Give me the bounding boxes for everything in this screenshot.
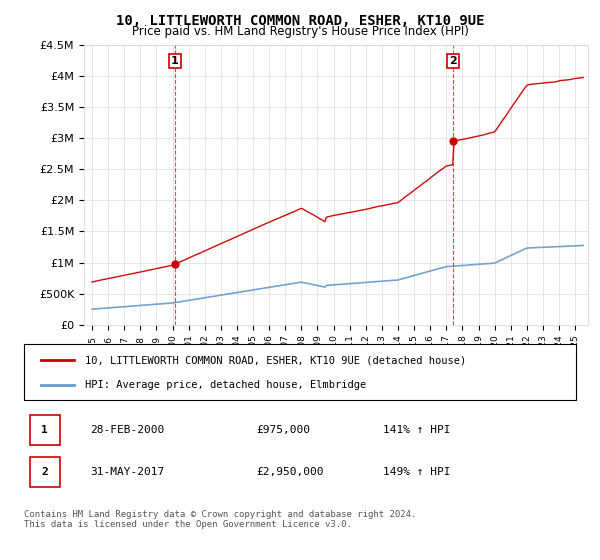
Text: £2,950,000: £2,950,000 — [256, 467, 323, 477]
FancyBboxPatch shape — [29, 414, 60, 445]
FancyBboxPatch shape — [24, 344, 576, 400]
Text: 1: 1 — [41, 425, 48, 435]
Text: 10, LITTLEWORTH COMMON ROAD, ESHER, KT10 9UE: 10, LITTLEWORTH COMMON ROAD, ESHER, KT10… — [116, 14, 484, 28]
Text: Price paid vs. HM Land Registry's House Price Index (HPI): Price paid vs. HM Land Registry's House … — [131, 25, 469, 38]
Text: 10, LITTLEWORTH COMMON ROAD, ESHER, KT10 9UE (detached house): 10, LITTLEWORTH COMMON ROAD, ESHER, KT10… — [85, 355, 466, 365]
Text: Contains HM Land Registry data © Crown copyright and database right 2024.
This d: Contains HM Land Registry data © Crown c… — [24, 510, 416, 529]
Text: 149% ↑ HPI: 149% ↑ HPI — [383, 467, 450, 477]
Text: HPI: Average price, detached house, Elmbridge: HPI: Average price, detached house, Elmb… — [85, 380, 366, 390]
Text: 28-FEB-2000: 28-FEB-2000 — [90, 425, 164, 435]
Text: 1: 1 — [171, 56, 179, 66]
Text: 2: 2 — [449, 56, 457, 66]
Text: 2: 2 — [41, 467, 48, 477]
Text: £975,000: £975,000 — [256, 425, 310, 435]
FancyBboxPatch shape — [29, 457, 60, 487]
Text: 31-MAY-2017: 31-MAY-2017 — [90, 467, 164, 477]
Text: 141% ↑ HPI: 141% ↑ HPI — [383, 425, 450, 435]
